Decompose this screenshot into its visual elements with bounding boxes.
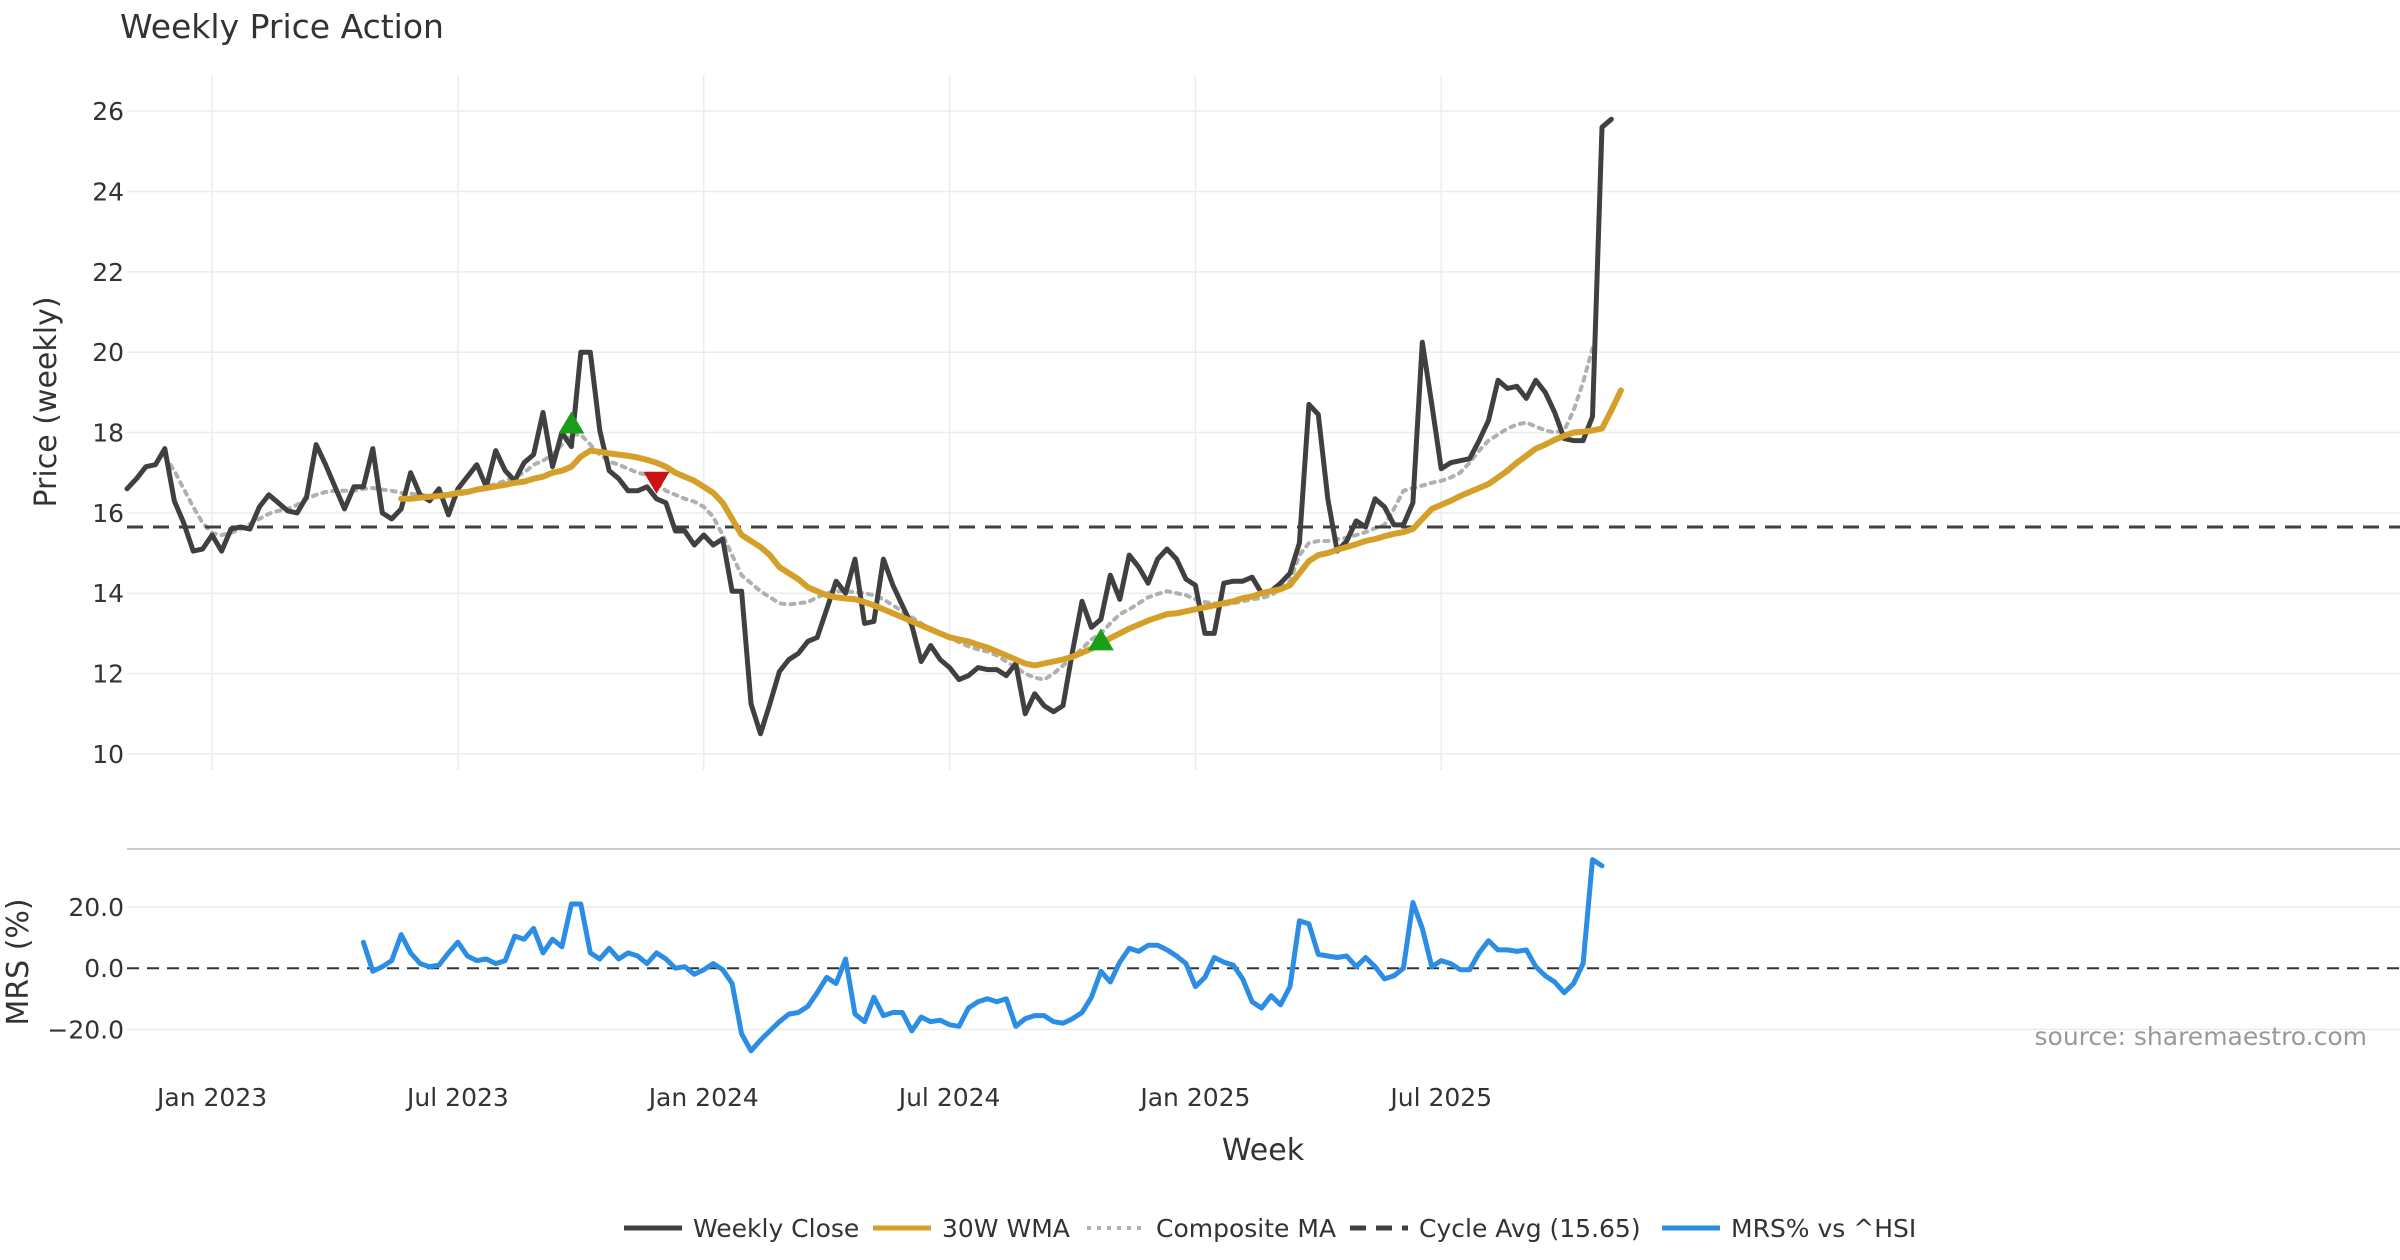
- mrs-y-tick-label: 0.0: [84, 954, 124, 983]
- x-tick-label: Jan 2024: [647, 1083, 759, 1112]
- buy-signal-marker: [558, 411, 585, 434]
- 30w-wma-line: [398, 387, 1624, 669]
- mrs-gridlines: [127, 906, 2400, 1031]
- buy-signal-marker: [1087, 628, 1114, 651]
- price-y-tick-label: 10: [92, 740, 124, 769]
- price-gridlines: [127, 75, 2400, 770]
- source-credit: source: sharemaestro.com: [2035, 1022, 2368, 1051]
- composite-ma-line: [162, 346, 1595, 682]
- price-y-tick-label: 12: [92, 660, 124, 689]
- legend-label: Weekly Close: [693, 1214, 859, 1243]
- mrs-line: [360, 857, 1605, 1054]
- x-axis-label: Week: [1222, 1133, 1305, 1168]
- legend-label: 30W WMA: [942, 1214, 1070, 1243]
- mrs-y-axis-label: MRS (%): [1, 898, 36, 1025]
- x-tick-label: Jan 2025: [1138, 1083, 1250, 1112]
- price-y-tick-label: 26: [92, 97, 124, 126]
- price-series: [124, 116, 2400, 737]
- price-y-tick-label: 20: [92, 338, 124, 367]
- price-y-tick-label: 22: [92, 258, 124, 287]
- legend-label: Composite MA: [1156, 1214, 1336, 1243]
- x-tick-labels: Jan 2023 Jul 2023 Jan 2024 Jul 2024 Jan 2025…: [155, 1083, 1492, 1112]
- legend: Weekly Close 30W WMA Composite MA Cycle Avg…: [624, 1214, 1916, 1243]
- mrs-series: [360, 857, 1605, 1054]
- mrs-y-tick-label: 20.0: [68, 893, 124, 922]
- signal-markers: [558, 411, 1114, 651]
- mrs-y-tick-labels: 20.0 0.0 −20.0: [47, 893, 124, 1044]
- mrs-y-tick-label: −20.0: [47, 1015, 124, 1044]
- price-y-tick-label: 16: [92, 499, 124, 528]
- price-y-tick-label: 14: [92, 579, 124, 608]
- price-y-tick-label: 24: [92, 178, 124, 207]
- x-tick-label: Jul 2025: [1388, 1083, 1492, 1112]
- sell-signal-marker: [643, 471, 670, 494]
- price-panel: 10 12 14 16 18 20 22 24 26 Price (weekly): [29, 75, 2400, 770]
- legend-label: Cycle Avg (15.65): [1419, 1214, 1641, 1243]
- legend-label: MRS% vs ^HSI: [1731, 1214, 1916, 1243]
- x-tick-label: Jul 2024: [897, 1083, 1001, 1112]
- price-y-tick-label: 18: [92, 419, 124, 448]
- price-y-tick-labels: 10 12 14 16 18 20 22 24 26: [92, 97, 124, 769]
- mrs-panel: 20.0 0.0 −20.0 MRS (%): [1, 857, 2400, 1054]
- x-tick-label: Jul 2023: [405, 1083, 509, 1112]
- weekly-close-line: [124, 116, 1614, 737]
- chart-title: Weekly Price Action: [120, 7, 444, 46]
- x-tick-label: Jan 2023: [155, 1083, 267, 1112]
- price-y-axis-label: Price (weekly): [29, 296, 64, 507]
